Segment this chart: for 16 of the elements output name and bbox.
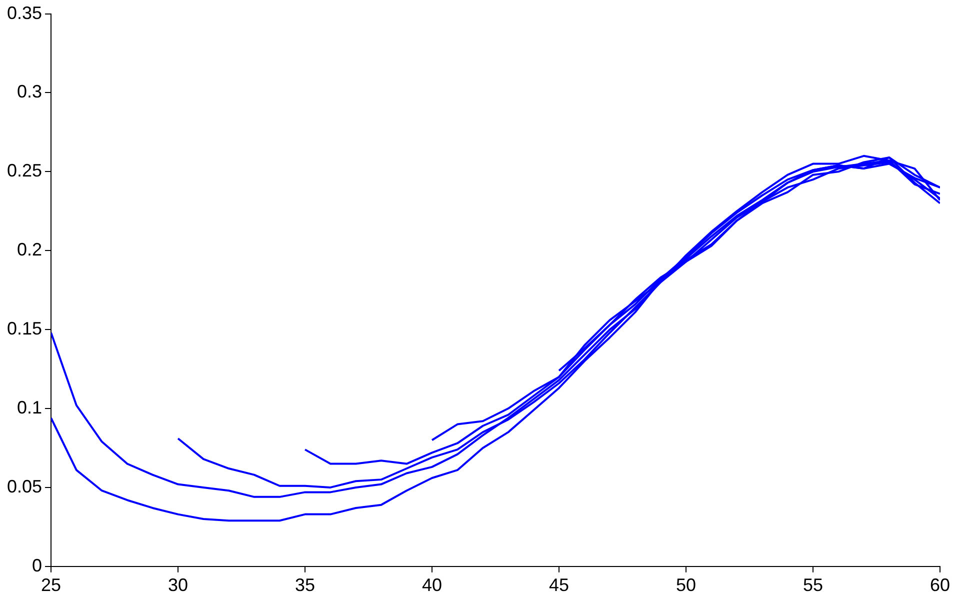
x-tick-label: 50 (676, 575, 696, 596)
x-tick-label: 40 (422, 575, 442, 596)
x-tick-label: 30 (168, 575, 188, 596)
y-tick-label: 0 (32, 555, 42, 576)
y-tick-label: 0.35 (6, 2, 42, 23)
y-tick-label: 0.05 (6, 476, 42, 496)
y-tick-label: 0.15 (6, 318, 42, 339)
y-tick-label: 0.2 (17, 240, 42, 260)
x-tick-label: 55 (802, 575, 824, 596)
x-tick-label: 25 (41, 575, 62, 596)
x-tick-label: 45 (549, 575, 570, 596)
y-tick-label: 0.1 (17, 397, 42, 418)
y-tick-label: 0.25 (6, 160, 42, 181)
x-tick-label: 60 (930, 575, 950, 596)
x-tick-label: 35 (295, 575, 316, 596)
y-tick-label: 0.3 (17, 82, 42, 102)
